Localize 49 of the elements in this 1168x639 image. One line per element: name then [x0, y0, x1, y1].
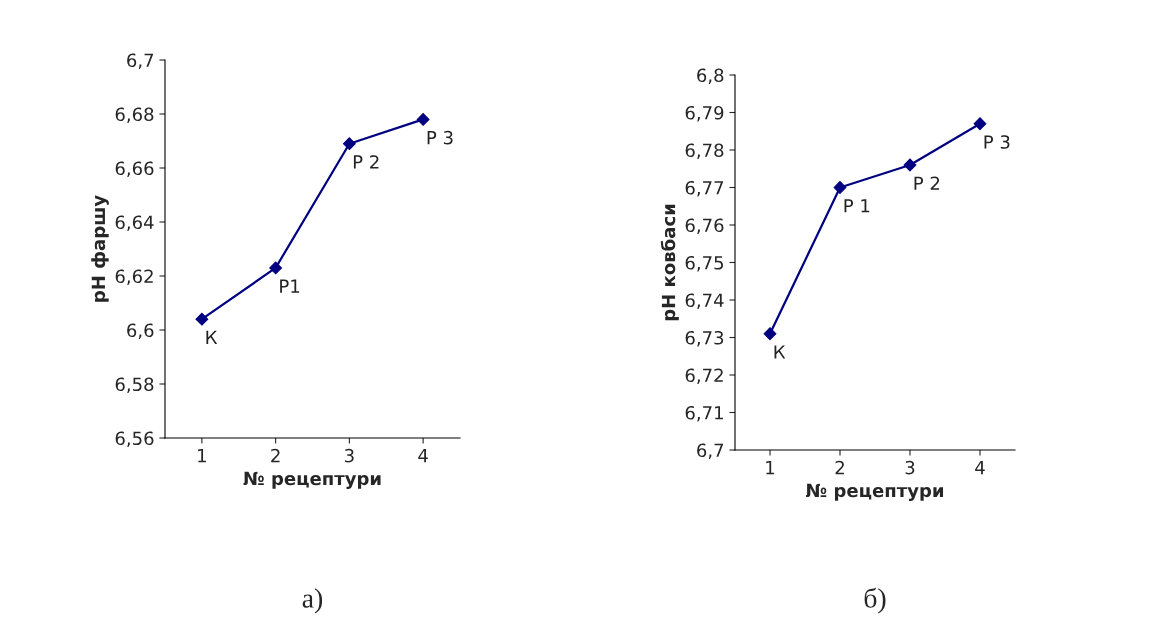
point [903, 158, 917, 172]
y-tick-label: 6,62 [115, 269, 153, 285]
x-tick-label: 3 [905, 460, 915, 475]
y-tick-label: 6,75 [685, 255, 724, 272]
y-tick-label: 6,78 [685, 143, 724, 159]
y-tick-label: 6,74 [685, 293, 724, 309]
annotation: Р 1 [844, 199, 870, 213]
annotation: К [206, 330, 218, 345]
y-tick-label: 6,79 [685, 105, 724, 122]
point [342, 137, 356, 151]
point [833, 181, 847, 194]
annotation: Р 3 [427, 130, 453, 145]
point [195, 312, 209, 326]
y-tick-label: 6,7 [697, 443, 724, 459]
x-axis-title: № рецептури [243, 471, 381, 489]
x-tick-label: 4 [418, 448, 428, 463]
y-tick-label: 6,8 [697, 68, 724, 84]
x-tick-label: 1 [766, 460, 775, 475]
y-tick-label: 6,58 [115, 377, 154, 393]
y-tick-label: 6,6 [127, 323, 154, 339]
annotation: Р 3 [984, 135, 1010, 149]
y-tick-label: 6,73 [685, 330, 724, 347]
annotation: Р1 [280, 279, 300, 293]
point [763, 327, 777, 341]
point [269, 261, 283, 275]
point [416, 112, 430, 126]
y-axis-title: pH ковбаси [660, 204, 679, 321]
annotation: Р 2 [914, 176, 940, 190]
point [973, 117, 987, 131]
x-tick-label: 4 [975, 460, 985, 475]
y-tick-label: 6,76 [685, 218, 724, 234]
annotation: Р 2 [353, 155, 379, 169]
y-tick-label: 6,64 [115, 215, 154, 231]
x-tick-label: 2 [835, 460, 844, 475]
y-tick-label: 6,56 [115, 431, 154, 447]
y-axis-title: pH фаршу [91, 195, 109, 302]
x-tick-label: 3 [345, 448, 354, 463]
y-tick-label: 6,72 [685, 368, 723, 384]
x-axis-title: № рецептури [806, 483, 944, 501]
x-tick-label: 2 [271, 448, 280, 463]
y-tick-label: 6,71 [685, 405, 723, 422]
text: б) [864, 587, 886, 614]
y-tick-label: 6,7 [127, 53, 154, 69]
annotation: К [774, 345, 786, 359]
y-tick-label: 6,77 [685, 180, 724, 197]
x-tick-label: 1 [198, 448, 206, 463]
y-tick-label: 6,68 [115, 107, 154, 123]
y-tick-label: 6,66 [115, 161, 154, 177]
text: а) [302, 588, 323, 614]
